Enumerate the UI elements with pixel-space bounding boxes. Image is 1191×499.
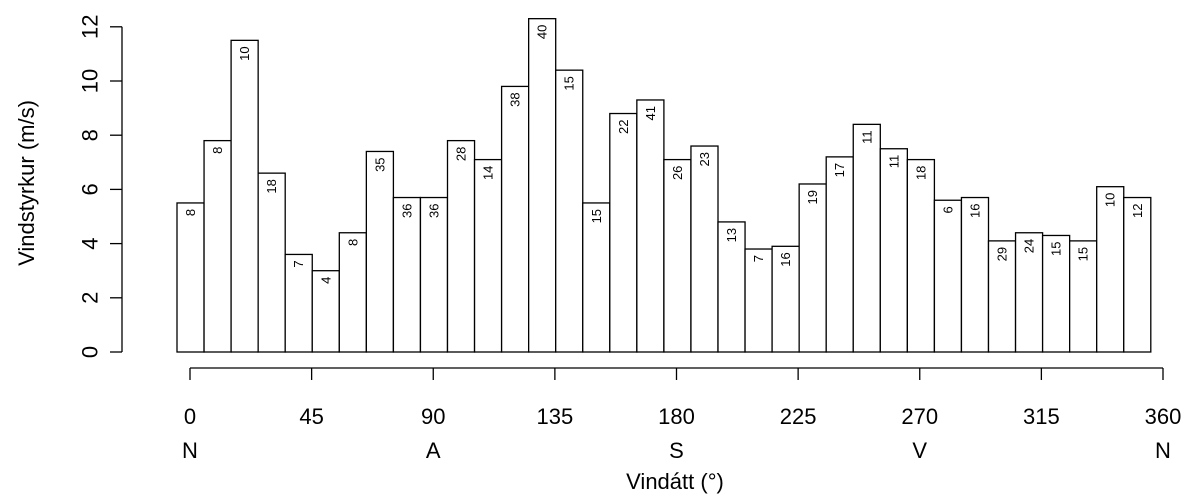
bar-count-label: 36	[399, 204, 414, 218]
bar-180	[663, 158, 692, 353]
bar-200	[717, 221, 746, 353]
bar-count-label: 40	[535, 25, 550, 39]
y-axis-title: Vindstyrkur (m/s)	[14, 100, 39, 266]
bar-count-label: 28	[454, 147, 469, 161]
bar-count-label: 24	[1022, 239, 1037, 253]
bar-count-label: 41	[643, 106, 658, 120]
bar-330	[1069, 240, 1098, 353]
bars-group	[176, 18, 1152, 353]
bar-count-label: 12	[1130, 204, 1145, 218]
bar-150	[582, 202, 611, 353]
bar-320	[1041, 234, 1071, 353]
bar-count-label: 36	[426, 204, 441, 218]
bar-count-label: 10	[1103, 193, 1118, 207]
bar-count-label: 23	[697, 152, 712, 166]
bar-90	[419, 196, 449, 353]
compass-label: A	[426, 438, 441, 463]
compass-label: N	[182, 438, 198, 463]
bar-count-label: 10	[237, 46, 252, 60]
bar-count-label: 7	[751, 255, 766, 262]
bar-280	[933, 199, 963, 353]
bar-170	[636, 99, 665, 353]
x-tick-label: 270	[901, 404, 938, 429]
x-tick-label: 45	[299, 404, 323, 429]
bar-210	[744, 248, 773, 353]
y-tick-label: 6	[78, 183, 103, 195]
bar-count-label: 38	[508, 92, 523, 106]
bar-20	[230, 39, 259, 353]
bar-count-label: 8	[183, 209, 198, 216]
bar-140	[555, 69, 584, 353]
bar-count-label: 22	[616, 120, 631, 134]
x-tick-label: 0	[184, 404, 196, 429]
bar-10	[203, 139, 232, 353]
bar-250	[852, 123, 881, 353]
bar-count-label: 15	[1076, 247, 1091, 261]
bar-290	[960, 196, 990, 353]
bar-count-label: 19	[805, 190, 820, 204]
x-tick-label: 180	[658, 404, 695, 429]
bar-260	[879, 148, 908, 353]
bar-160	[609, 112, 638, 353]
bar-240	[825, 156, 854, 353]
bar-270	[906, 158, 936, 353]
bar-count-label: 4	[318, 277, 333, 284]
bar-30	[257, 172, 286, 353]
bar-40	[284, 253, 313, 353]
bar-count-label: 7	[291, 260, 306, 267]
y-tick-label: 8	[78, 129, 103, 141]
bar-count-label: 13	[724, 228, 739, 242]
x-tick-label: 135	[537, 404, 574, 429]
bar-count-label: 16	[778, 252, 793, 266]
bar-count-label: 8	[345, 239, 360, 246]
x-tick-label: 315	[1023, 404, 1060, 429]
bar-count-label: 15	[562, 76, 577, 90]
bar-count-label: 8	[210, 147, 225, 154]
bar-50	[311, 270, 340, 353]
y-tick-label: 10	[78, 69, 103, 93]
bar-80	[392, 196, 422, 353]
y-tick-label: 4	[78, 237, 103, 249]
bar-70	[365, 150, 395, 353]
bar-count-label: 16	[967, 204, 982, 218]
bar-110	[473, 158, 503, 353]
bar-230	[798, 183, 827, 353]
bar-count-label: 18	[264, 179, 279, 193]
bar-count-label: 14	[481, 166, 496, 180]
bar-340	[1096, 186, 1125, 353]
x-tick-label: 90	[421, 404, 445, 429]
compass-label: S	[669, 438, 684, 463]
x-axis: 0 45 90 135 180 225 270 315 360 N A S V N	[182, 367, 1182, 463]
y-axis: 0 2 4 6 8 10 12	[78, 15, 123, 358]
bar-count-label: 17	[832, 163, 847, 177]
bar-120	[500, 85, 530, 353]
bar-count-label: 6	[940, 206, 955, 213]
compass-label: N	[1155, 438, 1171, 463]
y-tick-label: 12	[78, 15, 103, 39]
bar-0	[176, 202, 205, 353]
bar-350	[1123, 196, 1152, 353]
bar-count-label: 11	[886, 155, 901, 169]
bar-count-label: 29	[995, 247, 1010, 261]
bar-190	[690, 145, 719, 353]
bar-labels-group: 8 8 10 18 7 4 8 35 36 36 28 14 38 40 15 15 22 41 26 23 13 7 16…	[183, 25, 1145, 284]
bar-310	[1014, 232, 1044, 353]
bar-count-label: 18	[913, 166, 928, 180]
y-tick-label: 2	[78, 292, 103, 304]
x-tick-label: 360	[1145, 404, 1182, 429]
bar-130	[528, 18, 557, 353]
bar-count-label: 15	[1049, 241, 1064, 255]
bar-100	[446, 139, 476, 353]
bar-count-label: 11	[859, 130, 874, 144]
bar-220	[771, 245, 800, 353]
y-tick-label: 0	[78, 346, 103, 358]
bar-count-label: 35	[372, 157, 387, 171]
bar-count-label: 15	[589, 209, 604, 223]
compass-label: V	[912, 438, 927, 463]
x-axis-title: Vindátt (°)	[626, 469, 724, 494]
bar-count-label: 26	[670, 166, 685, 180]
bar-60	[338, 232, 367, 353]
x-tick-label: 225	[780, 404, 817, 429]
